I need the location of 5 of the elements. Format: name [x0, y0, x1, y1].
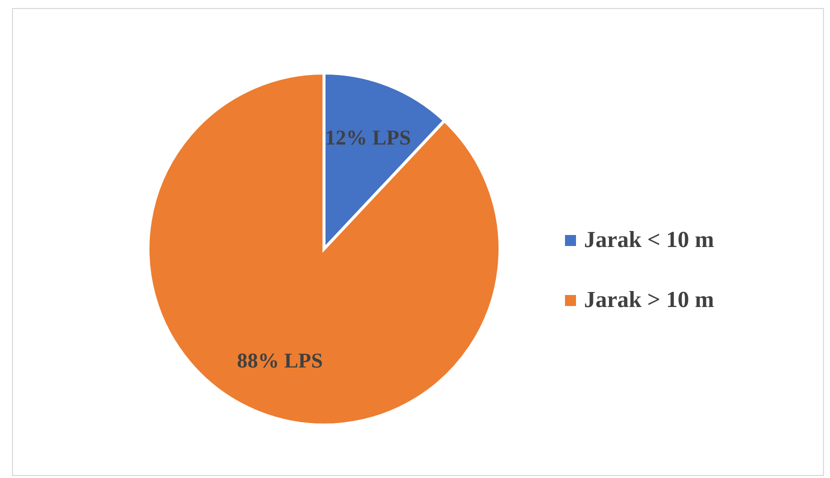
data-label: 12% LPS	[325, 126, 411, 150]
pie-slice	[146, 72, 502, 426]
legend-label: Jarak < 10 m	[584, 227, 714, 253]
legend-label: Jarak > 10 m	[584, 287, 714, 313]
data-label: 88% LPS	[237, 348, 323, 372]
